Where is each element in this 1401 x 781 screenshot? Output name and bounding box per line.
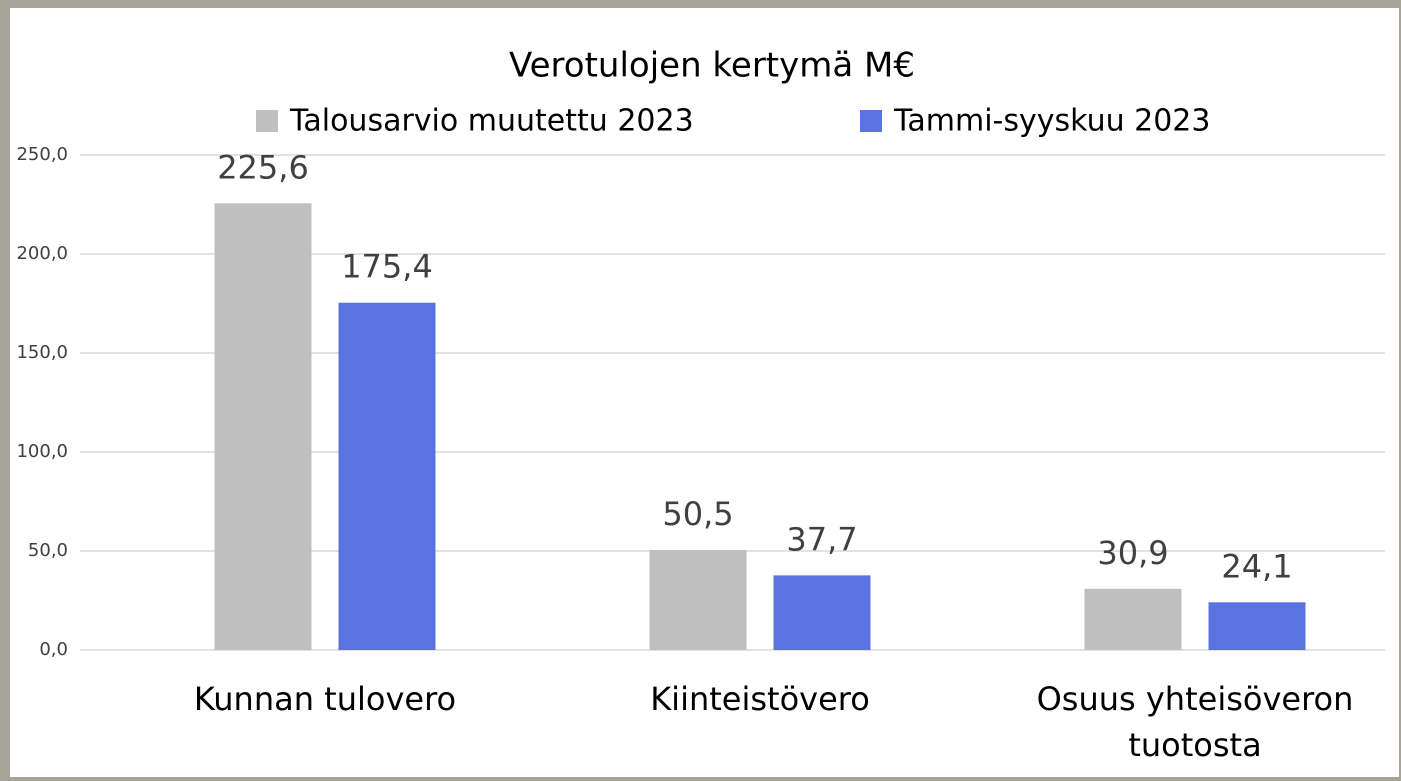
bar — [773, 575, 871, 650]
bar — [649, 550, 747, 650]
data-label: 37,7 — [786, 520, 857, 558]
bar — [338, 302, 436, 650]
legend-label: Tammi-syyskuu 2023 — [893, 104, 1210, 139]
x-tick-label: Osuus yhteisöveron tuotosta — [1036, 680, 1354, 764]
y-tick-label: 100,0 — [16, 441, 68, 462]
bar — [214, 203, 312, 650]
y-tick-label: 250,0 — [16, 144, 68, 165]
bar — [1084, 588, 1182, 650]
data-label: 225,6 — [217, 148, 309, 186]
x-tick-label: Kiinteistövero — [650, 680, 870, 718]
legend-swatch — [860, 110, 882, 132]
y-tick-label: 150,0 — [16, 342, 68, 363]
data-label: 175,4 — [341, 248, 433, 286]
data-label: 30,9 — [1097, 534, 1168, 572]
x-tick-label: Kunnan tulovero — [193, 680, 457, 718]
data-label: 24,1 — [1221, 547, 1292, 585]
y-tick-label: 50,0 — [28, 540, 68, 561]
y-tick-label: 0,0 — [39, 639, 68, 660]
chart-title: Verotulojen kertymä M€ — [509, 46, 915, 86]
bar — [1208, 602, 1306, 650]
data-label: 50,5 — [662, 495, 733, 533]
legend-label: Talousarvio muutettu 2023 — [289, 104, 694, 139]
y-tick-label: 200,0 — [16, 243, 68, 264]
legend-swatch — [256, 110, 278, 132]
